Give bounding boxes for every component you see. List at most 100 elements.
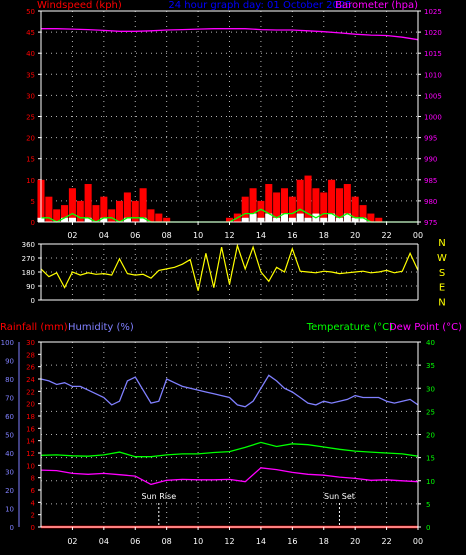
barometer-tick-label: 995 <box>424 135 437 143</box>
series-wind-bar <box>139 217 147 222</box>
temperature-axis-title: Temperature (°C) <box>306 322 393 333</box>
series-gust-bar <box>155 213 163 222</box>
series-gust-bar <box>375 217 383 222</box>
panel1-x-tick-label: 00 <box>413 231 423 240</box>
direction-tick-label: 270 <box>22 255 35 263</box>
windspeed-tick-label: 45 <box>26 29 35 37</box>
series-wind-bar <box>100 217 108 222</box>
rainfall-tick-label: 30 <box>26 339 35 347</box>
panel3-x-tick-label: 20 <box>350 537 360 546</box>
panel1-x-tick-label: 12 <box>224 231 234 240</box>
humidity-tick-label: 70 <box>5 395 14 403</box>
series-gust-bar <box>359 205 367 222</box>
temperature-tick-label: 0 <box>426 524 430 532</box>
barometer-axis-title: Barometer (hpa) <box>335 0 418 11</box>
series-wind-bar <box>351 217 359 222</box>
humidity-tick-label: 30 <box>5 469 14 477</box>
series-wind-bar <box>123 217 131 222</box>
panel1-x-tick-label: 18 <box>319 231 329 240</box>
humidity-tick-label: 90 <box>5 358 14 366</box>
compass-label: S <box>439 268 445 279</box>
series-wind-bar <box>84 217 92 222</box>
rainfall-tick-label: 6 <box>31 487 36 495</box>
series-gust-bar <box>139 188 147 222</box>
temperature-tick-label: 10 <box>426 478 435 486</box>
barometer-tick-label: 1025 <box>424 8 442 16</box>
compass-label: W <box>437 253 447 264</box>
series-gust-bar <box>328 179 336 222</box>
series-gust-bar <box>241 196 249 222</box>
windspeed-tick-label: 20 <box>26 135 35 143</box>
windspeed-axis-title: Windspeed (kph) <box>37 0 122 11</box>
windspeed-tick-label: 40 <box>26 50 35 58</box>
panel1-x-tick-label: 06 <box>130 231 140 240</box>
sun-annotation-label: Sun Rise <box>141 492 176 501</box>
temperature-tick-label: 20 <box>426 432 435 440</box>
series-gust-bar <box>273 192 281 222</box>
humidity-tick-label: 60 <box>5 413 14 421</box>
panel1-x-tick-label: 08 <box>162 231 172 240</box>
series-gust-bar <box>131 200 139 222</box>
compass-label: E <box>439 283 445 294</box>
windspeed-tick-label: 0 <box>31 219 35 227</box>
series-gust-bar <box>163 217 171 222</box>
series-gust-bar <box>367 213 375 222</box>
temperature-tick-label: 30 <box>426 385 435 393</box>
series-wind-direction-line <box>40 243 419 291</box>
panel3-x-tick-label: 18 <box>319 537 329 546</box>
windspeed-tick-label: 10 <box>26 177 35 185</box>
rainfall-tick-label: 2 <box>31 512 35 520</box>
rainfall-tick-label: 8 <box>31 475 35 483</box>
barometer-tick-label: 1020 <box>424 29 442 37</box>
rainfall-tick-label: 28 <box>26 351 35 359</box>
series-wind-bar <box>304 217 312 222</box>
series-gust-bar <box>45 196 53 222</box>
windspeed-tick-label: 35 <box>26 71 35 79</box>
temperature-tick-label: 5 <box>426 501 430 509</box>
series-wind-bar <box>273 217 281 222</box>
series-dew-point-line <box>40 467 419 486</box>
compass-label: N <box>438 298 445 309</box>
series-gust-bar <box>249 188 257 222</box>
series-gust-bar <box>225 217 234 222</box>
rainfall-tick-label: 14 <box>26 438 35 446</box>
windspeed-tick-label: 15 <box>26 156 35 164</box>
chart-title: 24 hour graph day: 01 October 2025 <box>168 0 351 11</box>
series-wind-bar <box>257 217 265 222</box>
rainfall-tick-label: 26 <box>26 364 35 372</box>
series-wind-bar <box>280 213 289 222</box>
series-gust-bar <box>312 188 320 222</box>
rainfall-tick-label: 18 <box>26 413 35 421</box>
compass-label: N <box>438 238 445 249</box>
series-gust-bar <box>335 188 343 222</box>
series-temperature-line <box>40 441 419 458</box>
temperature-tick-label: 15 <box>426 455 435 463</box>
panel3-x-tick-label: 10 <box>193 537 203 546</box>
series-gust-bar <box>351 196 359 222</box>
series-gust-bar <box>108 209 116 222</box>
barometer-tick-label: 1000 <box>424 114 442 122</box>
series-gust-bar <box>68 188 76 222</box>
panel3-x-tick-label: 12 <box>224 537 234 546</box>
panel1-x-tick-label: 10 <box>193 231 203 240</box>
windspeed-tick-label: 5 <box>31 198 35 206</box>
humidity-tick-label: 40 <box>5 450 14 458</box>
series-gust-bar <box>123 192 131 222</box>
panel3-x-tick-label: 08 <box>162 537 172 546</box>
rainfall-tick-label: 12 <box>26 450 35 458</box>
direction-tick-label: 360 <box>22 241 35 249</box>
humidity-axis-title: Humidity (%) <box>68 322 134 333</box>
series-wind-bar <box>68 217 76 222</box>
windspeed-tick-label: 25 <box>26 114 35 122</box>
series-gust-bar <box>343 184 351 222</box>
temperature-tick-label: 40 <box>426 339 435 347</box>
humidity-tick-label: 50 <box>5 432 14 440</box>
barometer-tick-label: 975 <box>424 219 437 227</box>
windspeed-tick-label: 30 <box>26 92 35 100</box>
series-gust-bar <box>147 209 155 222</box>
series-humidity-line <box>40 374 419 408</box>
series-gust-bar <box>84 184 92 222</box>
series-gust-bar <box>257 200 265 222</box>
series-gust-bar <box>296 179 304 222</box>
series-wind-bar <box>61 217 69 222</box>
